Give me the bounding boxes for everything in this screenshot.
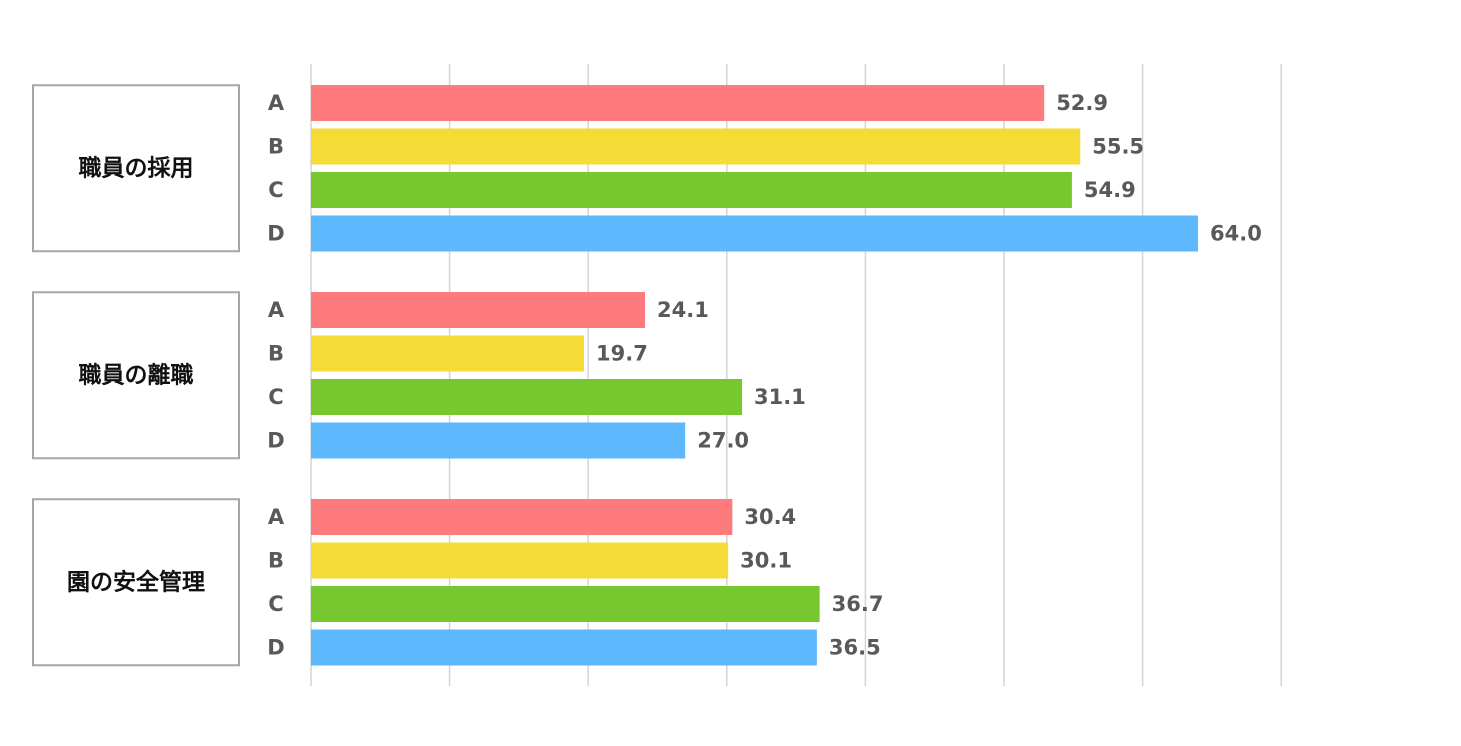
series-label-d: D xyxy=(267,222,284,246)
bar-c xyxy=(311,586,820,622)
bar-c xyxy=(311,379,743,415)
value-label-b: 55.5 xyxy=(1092,135,1144,159)
series-label-b: B xyxy=(268,342,284,366)
series-label-d: D xyxy=(267,429,284,453)
category-groups: 職員の採用 A 52.9 B 55.5 C 54.9 D 64.0 職員の離職 A 24.1 B 19.7… xyxy=(32,84,1262,667)
value-label-b: 30.1 xyxy=(740,549,792,573)
category-label: 職員の離職 xyxy=(79,361,194,388)
group-2: 職員の離職 A 24.1 B 19.7 C 31.1 D 27.0 xyxy=(32,291,806,460)
gridlines xyxy=(310,64,1282,686)
bar-d xyxy=(311,422,686,459)
group-3: 園の安全管理 A 30.4 B 30.1 C 36.7 D 36.5 xyxy=(32,498,884,667)
group-1: 職員の採用 A 52.9 B 55.5 C 54.9 D 64.0 xyxy=(32,84,1262,253)
bar-a xyxy=(311,499,733,535)
category-box xyxy=(32,498,240,667)
value-label-a: 30.4 xyxy=(744,505,796,529)
series-label-c: C xyxy=(268,592,283,616)
category-label: 職員の採用 xyxy=(79,154,194,181)
bar-b xyxy=(311,335,585,372)
bar-d xyxy=(311,215,1199,252)
series-label-b: B xyxy=(268,135,284,159)
bar-a xyxy=(311,85,1045,121)
bar-b xyxy=(311,542,729,579)
value-label-d: 27.0 xyxy=(697,429,749,453)
value-label-d: 64.0 xyxy=(1210,222,1262,246)
category-box xyxy=(32,84,240,253)
value-label-a: 52.9 xyxy=(1056,91,1108,115)
series-label-a: A xyxy=(268,505,285,529)
value-label-b: 19.7 xyxy=(596,342,648,366)
bar-c xyxy=(311,172,1072,208)
category-label: 園の安全管理 xyxy=(67,568,205,595)
series-label-a: A xyxy=(268,298,285,322)
series-label-c: C xyxy=(268,385,283,409)
value-label-a: 24.1 xyxy=(657,298,709,322)
value-label-c: 36.7 xyxy=(832,592,884,616)
bar-a xyxy=(311,292,646,328)
series-label-c: C xyxy=(268,178,283,202)
bar-d xyxy=(311,629,817,666)
series-label-d: D xyxy=(267,636,284,660)
value-label-d: 36.5 xyxy=(829,636,881,660)
series-label-b: B xyxy=(268,549,284,573)
category-box xyxy=(32,291,240,460)
bar-b xyxy=(311,128,1081,165)
value-label-c: 54.9 xyxy=(1084,178,1136,202)
series-label-a: A xyxy=(268,91,285,115)
value-label-c: 31.1 xyxy=(754,385,806,409)
